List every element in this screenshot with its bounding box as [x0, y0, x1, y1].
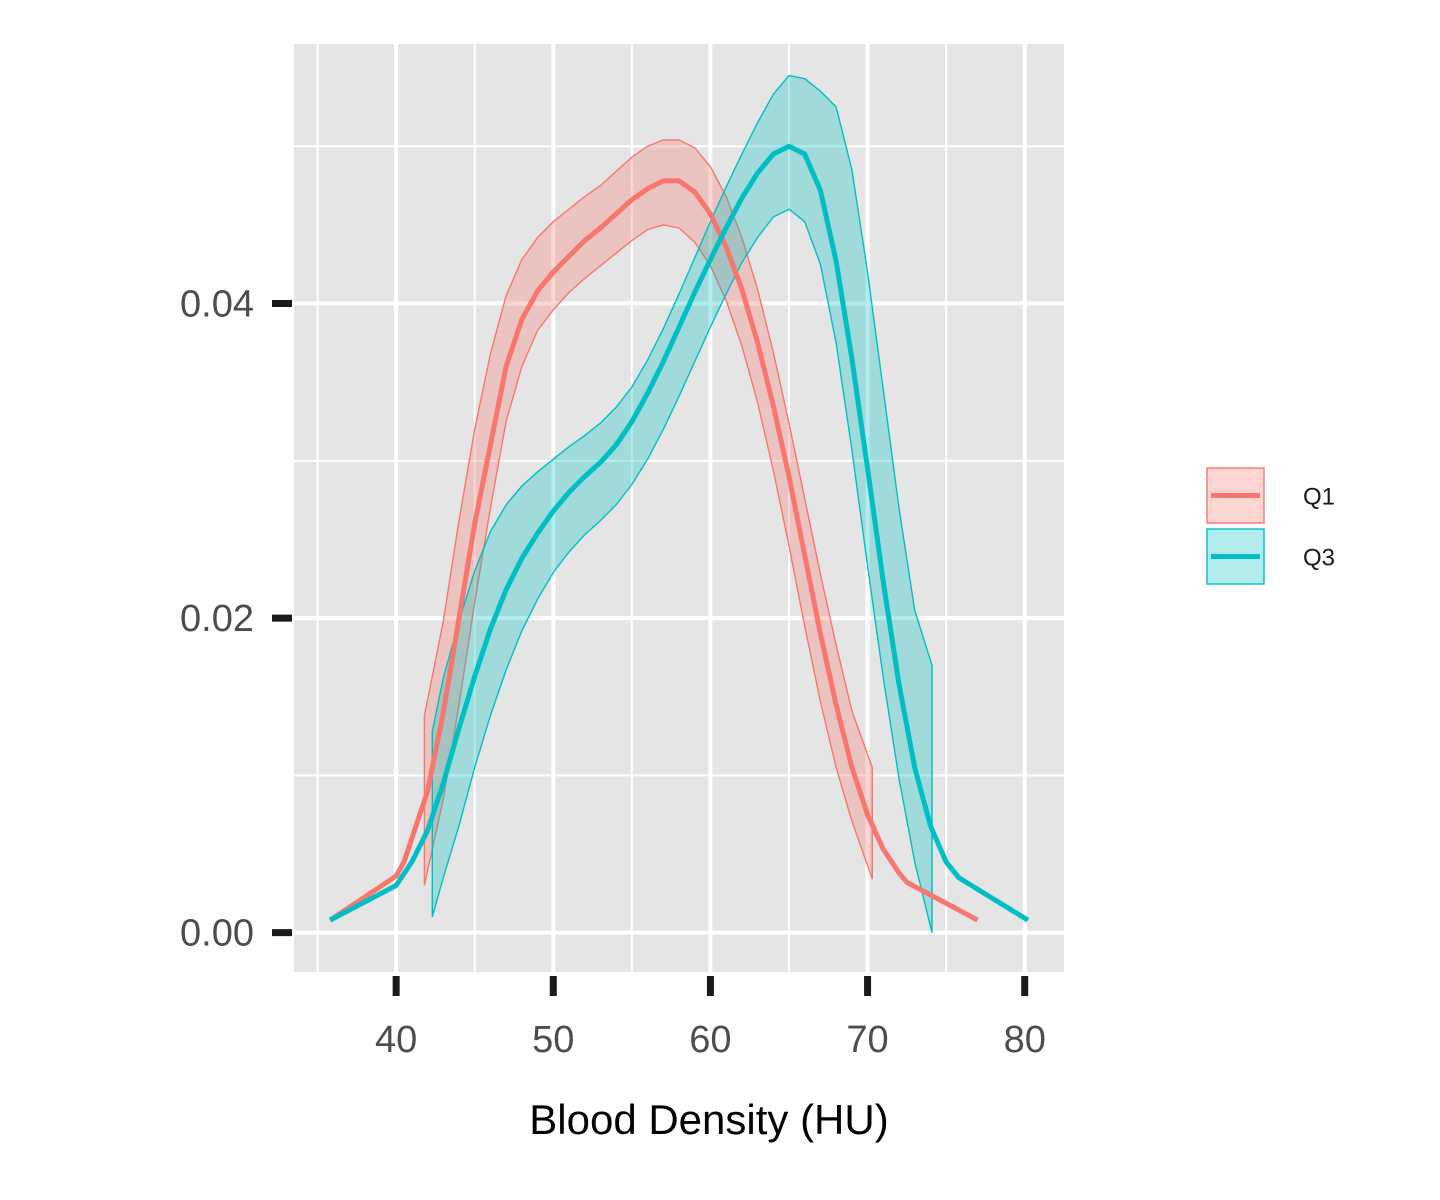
y-tick-label: 0.04	[180, 284, 254, 326]
line-q3	[328, 143, 1030, 923]
x-tick-label: 50	[532, 1019, 574, 1061]
legend-label: Q3	[1303, 545, 1335, 572]
band-q3	[431, 74, 933, 933]
density-lines	[328, 143, 1030, 923]
x-tick-label: 80	[1004, 1019, 1046, 1061]
band-q1	[423, 139, 873, 886]
x-tick-label: 60	[689, 1019, 731, 1061]
legend: Q1 Q3	[1206, 467, 1335, 585]
x-axis: 40 50 60 70 80	[375, 976, 1046, 1061]
confidence-bands	[423, 74, 933, 933]
x-tick-label: 40	[375, 1019, 417, 1061]
y-axis: 0.00 0.02 0.04	[180, 284, 292, 955]
y-tick-label: 0.02	[180, 598, 254, 640]
line-q1	[328, 178, 979, 923]
plot-panel	[294, 44, 1064, 972]
legend-item-q3: Q3	[1206, 528, 1335, 585]
legend-item-q1: Q1	[1206, 467, 1335, 524]
legend-label: Q1	[1303, 484, 1335, 511]
x-tick-label: 70	[846, 1019, 888, 1061]
x-axis-title: Blood Density (HU)	[529, 1096, 888, 1143]
y-tick-label: 0.00	[180, 913, 254, 955]
